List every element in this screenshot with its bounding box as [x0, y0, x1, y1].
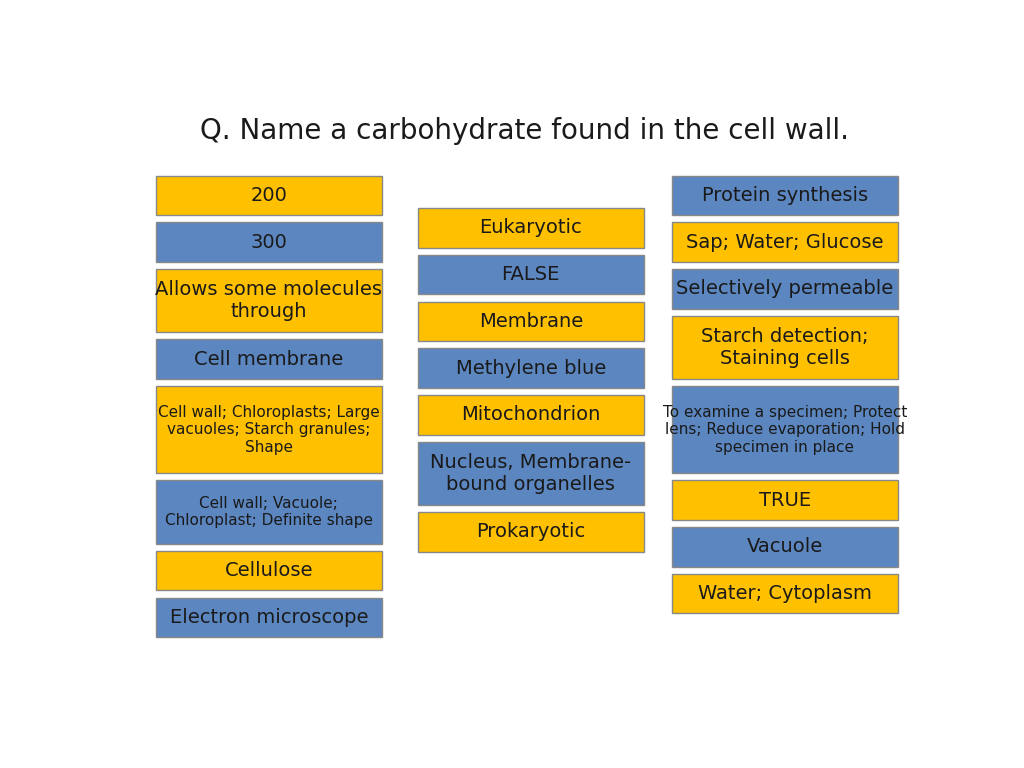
Text: Selectively permeable: Selectively permeable — [676, 280, 893, 298]
Text: Nucleus, Membrane-
bound organelles: Nucleus, Membrane- bound organelles — [430, 453, 632, 494]
Text: Water; Cytoplasm: Water; Cytoplasm — [697, 584, 871, 603]
Text: Vacuole: Vacuole — [746, 538, 823, 556]
Text: Sap; Water; Glucose: Sap; Water; Glucose — [686, 233, 884, 252]
FancyBboxPatch shape — [418, 348, 644, 388]
FancyBboxPatch shape — [418, 512, 644, 551]
Text: Cell wall; Chloroplasts; Large
vacuoles; Starch granules;
Shape: Cell wall; Chloroplasts; Large vacuoles;… — [158, 405, 380, 455]
FancyBboxPatch shape — [672, 316, 898, 379]
FancyBboxPatch shape — [418, 208, 644, 248]
Text: Membrane: Membrane — [478, 312, 583, 331]
FancyBboxPatch shape — [672, 574, 898, 614]
FancyBboxPatch shape — [672, 269, 898, 309]
Text: Methylene blue: Methylene blue — [456, 359, 606, 378]
FancyBboxPatch shape — [156, 598, 382, 637]
Text: Prokaryotic: Prokaryotic — [476, 522, 586, 541]
Text: TRUE: TRUE — [759, 491, 811, 510]
Text: Cell membrane: Cell membrane — [195, 349, 343, 369]
Text: To examine a specimen; Protect
lens; Reduce evaporation; Hold
specimen in place: To examine a specimen; Protect lens; Red… — [663, 405, 907, 455]
FancyBboxPatch shape — [156, 269, 382, 333]
Text: 200: 200 — [251, 186, 288, 205]
FancyBboxPatch shape — [156, 386, 382, 473]
FancyBboxPatch shape — [418, 442, 644, 505]
FancyBboxPatch shape — [672, 222, 898, 262]
FancyBboxPatch shape — [418, 395, 644, 435]
Text: Q. Name a carbohydrate found in the cell wall.: Q. Name a carbohydrate found in the cell… — [201, 117, 849, 144]
FancyBboxPatch shape — [418, 255, 644, 294]
FancyBboxPatch shape — [672, 480, 898, 520]
FancyBboxPatch shape — [672, 176, 898, 215]
FancyBboxPatch shape — [672, 386, 898, 473]
FancyBboxPatch shape — [418, 302, 644, 341]
Text: Cellulose: Cellulose — [224, 561, 313, 580]
FancyBboxPatch shape — [672, 527, 898, 567]
Text: Eukaryotic: Eukaryotic — [479, 218, 582, 237]
Text: Mitochondrion: Mitochondrion — [461, 406, 600, 424]
Text: Electron microscope: Electron microscope — [170, 607, 368, 627]
FancyBboxPatch shape — [156, 551, 382, 591]
FancyBboxPatch shape — [156, 222, 382, 262]
FancyBboxPatch shape — [156, 176, 382, 215]
Text: FALSE: FALSE — [502, 265, 560, 284]
Text: Allows some molecules
through: Allows some molecules through — [156, 280, 382, 321]
Text: Cell wall; Vacuole;
Chloroplast; Definite shape: Cell wall; Vacuole; Chloroplast; Definit… — [165, 496, 373, 528]
Text: 300: 300 — [251, 233, 288, 252]
FancyBboxPatch shape — [156, 480, 382, 544]
Text: Starch detection;
Staining cells: Starch detection; Staining cells — [701, 327, 868, 368]
Text: Protein synthesis: Protein synthesis — [701, 186, 867, 205]
FancyBboxPatch shape — [156, 339, 382, 379]
